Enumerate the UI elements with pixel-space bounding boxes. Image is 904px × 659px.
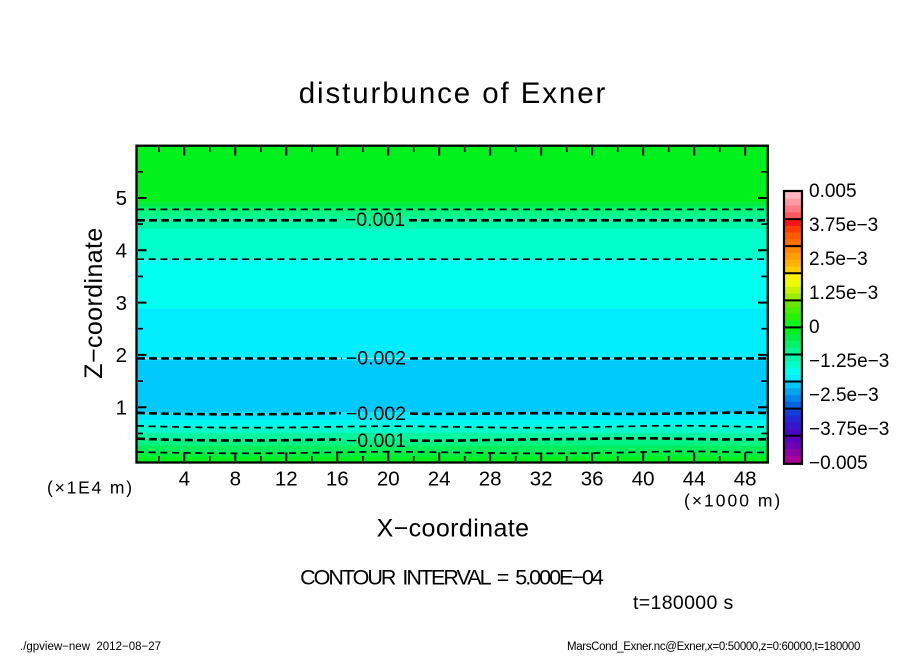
svg-text:−2.5e−3: −2.5e−3 bbox=[809, 385, 879, 406]
svg-text:t=180000 s: t=180000 s bbox=[633, 592, 734, 614]
svg-text:−3.75e−3: −3.75e−3 bbox=[809, 419, 889, 440]
svg-text:48: 48 bbox=[734, 468, 757, 491]
svg-text:3.75e−3: 3.75e−3 bbox=[809, 215, 878, 236]
svg-text:1: 1 bbox=[116, 396, 127, 419]
svg-text:disturbunce of Exner: disturbunce of Exner bbox=[299, 77, 608, 110]
svg-text:−0.001: −0.001 bbox=[346, 430, 406, 452]
svg-text:−0.002: −0.002 bbox=[346, 403, 406, 425]
svg-text:Z−coordinate: Z−coordinate bbox=[80, 227, 108, 378]
svg-text:40: 40 bbox=[632, 468, 655, 491]
svg-text:28: 28 bbox=[479, 468, 502, 491]
svg-text:44: 44 bbox=[683, 468, 706, 491]
svg-text:24: 24 bbox=[428, 468, 451, 491]
svg-text:2.5e−3: 2.5e−3 bbox=[809, 249, 868, 270]
svg-text:MarsCond_Exner.nc@Exner,x=0:50: MarsCond_Exner.nc@Exner,x=0:50000,z=0:60… bbox=[567, 641, 860, 653]
svg-text:(×1000 m): (×1000 m) bbox=[684, 491, 782, 511]
svg-text:8: 8 bbox=[230, 468, 241, 491]
svg-text:36: 36 bbox=[581, 468, 604, 491]
svg-text:0.005: 0.005 bbox=[809, 181, 857, 202]
svg-text:32: 32 bbox=[530, 468, 553, 491]
svg-text:3: 3 bbox=[116, 292, 127, 315]
svg-text:−0.001: −0.001 bbox=[345, 209, 405, 231]
svg-text:0: 0 bbox=[809, 317, 820, 338]
svg-text:4: 4 bbox=[116, 240, 127, 263]
svg-text:X−coordinate: X−coordinate bbox=[377, 515, 530, 543]
svg-text:5: 5 bbox=[116, 187, 127, 210]
svg-text:4: 4 bbox=[179, 468, 190, 491]
svg-text:CONTOUR INTERVAL = 5.000E−04: CONTOUR INTERVAL = 5.000E−04 bbox=[300, 566, 604, 590]
svg-text:(×1E4 m): (×1E4 m) bbox=[47, 478, 134, 498]
svg-text:20: 20 bbox=[377, 468, 400, 491]
svg-text:12: 12 bbox=[275, 468, 298, 491]
svg-text:−0.002: −0.002 bbox=[346, 347, 406, 369]
svg-text:1.25e−3: 1.25e−3 bbox=[809, 283, 878, 304]
svg-text:16: 16 bbox=[326, 468, 349, 491]
svg-text:2: 2 bbox=[116, 344, 127, 367]
svg-text:./gpview−new 2012−08−27: ./gpview−new 2012−08−27 bbox=[20, 641, 161, 653]
svg-text:−1.25e−3: −1.25e−3 bbox=[809, 351, 889, 372]
svg-text:−0.005: −0.005 bbox=[809, 453, 868, 474]
